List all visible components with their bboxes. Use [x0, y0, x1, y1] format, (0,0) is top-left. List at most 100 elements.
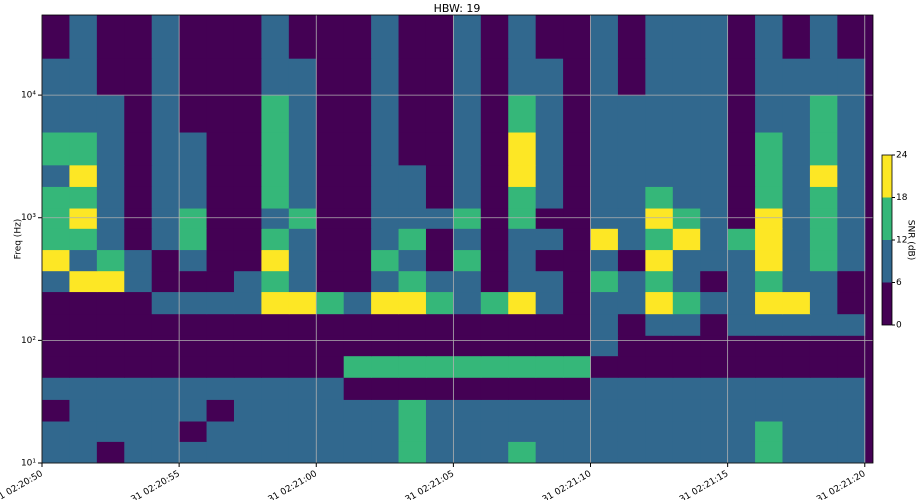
heatmap-cell	[700, 377, 729, 400]
heatmap-cell	[617, 164, 646, 187]
heatmap-cell	[42, 399, 70, 422]
heatmap-cell	[700, 132, 729, 166]
heatmap-cell	[261, 228, 290, 251]
heatmap-cell	[96, 291, 125, 315]
heatmap-cell	[69, 208, 98, 229]
heatmap-cell	[96, 270, 125, 293]
heatmap-cell	[837, 58, 866, 96]
heatmap-cell	[69, 355, 98, 378]
heatmap-cell	[151, 249, 180, 272]
heatmap-cell	[453, 313, 482, 336]
heatmap-cell	[672, 377, 701, 400]
heatmap-cell	[69, 58, 98, 96]
heatmap-cell	[233, 186, 262, 209]
heatmap-cell	[233, 249, 262, 272]
heatmap-cell	[398, 58, 427, 96]
heatmap-cell	[151, 270, 180, 293]
heatmap-cell	[206, 421, 235, 442]
heatmap-cell	[425, 399, 454, 422]
heatmap-cell	[233, 355, 262, 378]
heatmap-cell	[480, 421, 509, 442]
heatmap-cell	[96, 228, 125, 251]
heatmap-cell	[233, 208, 262, 229]
heatmap-cell	[672, 164, 701, 187]
heatmap-cell	[425, 291, 454, 315]
heatmap-cell	[782, 355, 811, 378]
heatmap-cell	[42, 58, 70, 96]
heatmap-cell	[590, 335, 619, 357]
heatmap-cell	[480, 132, 509, 166]
heatmap-cell	[508, 421, 537, 442]
heatmap-cell	[69, 95, 98, 133]
heatmap-cell	[563, 377, 592, 400]
heatmap-cell	[96, 132, 125, 166]
heatmap-cell	[371, 132, 400, 166]
heatmap-cell	[535, 249, 564, 272]
heatmap-cell	[508, 15, 537, 59]
heatmap-cell	[590, 441, 619, 464]
heatmap-cell	[590, 249, 619, 272]
heatmap-cell	[563, 355, 592, 378]
colorbar-label: SNR (dB)	[906, 220, 916, 260]
heatmap-cell	[42, 186, 70, 209]
heatmap-cell	[645, 58, 674, 96]
heatmap-cell	[617, 291, 646, 315]
heatmap-cell	[151, 228, 180, 251]
heatmap-cell	[809, 95, 838, 133]
heatmap-cell	[261, 249, 290, 272]
heatmap-cell	[617, 228, 646, 251]
heatmap-cell	[261, 377, 290, 400]
heatmap-cell	[151, 164, 180, 187]
heatmap-cell	[179, 208, 208, 229]
heatmap-cell	[96, 15, 125, 59]
heatmap-cell	[69, 249, 98, 272]
heatmap-cell	[837, 355, 866, 378]
heatmap-cell	[755, 186, 783, 209]
heatmap-cell	[206, 270, 235, 293]
heatmap-cell	[453, 421, 482, 442]
heatmap-cell	[288, 228, 317, 251]
heatmap-cell	[316, 208, 345, 229]
heatmap-cell	[96, 249, 125, 272]
heatmap-cell	[782, 313, 811, 336]
heatmap-cell	[727, 132, 756, 166]
heatmap-cell	[316, 399, 345, 422]
heatmap-cell	[480, 95, 509, 133]
heatmap-cell	[727, 399, 756, 422]
heatmap-cell	[590, 186, 619, 209]
chart-title: HBW: 19	[434, 2, 481, 15]
heatmap-cell	[480, 228, 509, 251]
heatmap-cell	[837, 95, 866, 133]
heatmap-cell	[124, 313, 153, 336]
heatmap-cell	[508, 291, 537, 315]
heatmap-cell	[672, 186, 701, 209]
heatmap-cell	[535, 421, 564, 442]
heatmap-cell	[535, 291, 564, 315]
heatmap-cell	[700, 15, 729, 59]
heatmap-cell	[343, 399, 372, 422]
heatmap-cell	[233, 164, 262, 187]
y-tick-label: 10²	[21, 336, 36, 346]
heatmap-cell	[563, 132, 592, 166]
heatmap-cell	[453, 270, 482, 293]
heatmap-cell	[809, 355, 838, 378]
heatmap-cell	[206, 335, 235, 357]
heatmap-cell	[288, 421, 317, 442]
heatmap-cell	[343, 313, 372, 336]
heatmap-cell	[42, 208, 70, 229]
heatmap-cell	[96, 186, 125, 209]
heatmap-cell	[124, 270, 153, 293]
heatmap-cell	[837, 132, 866, 166]
heatmap-cell	[398, 249, 427, 272]
heatmap-cell	[69, 164, 98, 187]
heatmap-cell	[508, 399, 537, 422]
heatmap-cell	[124, 441, 153, 464]
heatmap-cell	[233, 270, 262, 293]
colorbar-segment	[882, 197, 892, 240]
heatmap-cell	[645, 313, 674, 336]
heatmap-cell	[480, 377, 509, 400]
heatmap-cell	[288, 291, 317, 315]
heatmap-cell	[398, 313, 427, 336]
heatmap-cell	[398, 186, 427, 209]
heatmap-cell	[425, 313, 454, 336]
